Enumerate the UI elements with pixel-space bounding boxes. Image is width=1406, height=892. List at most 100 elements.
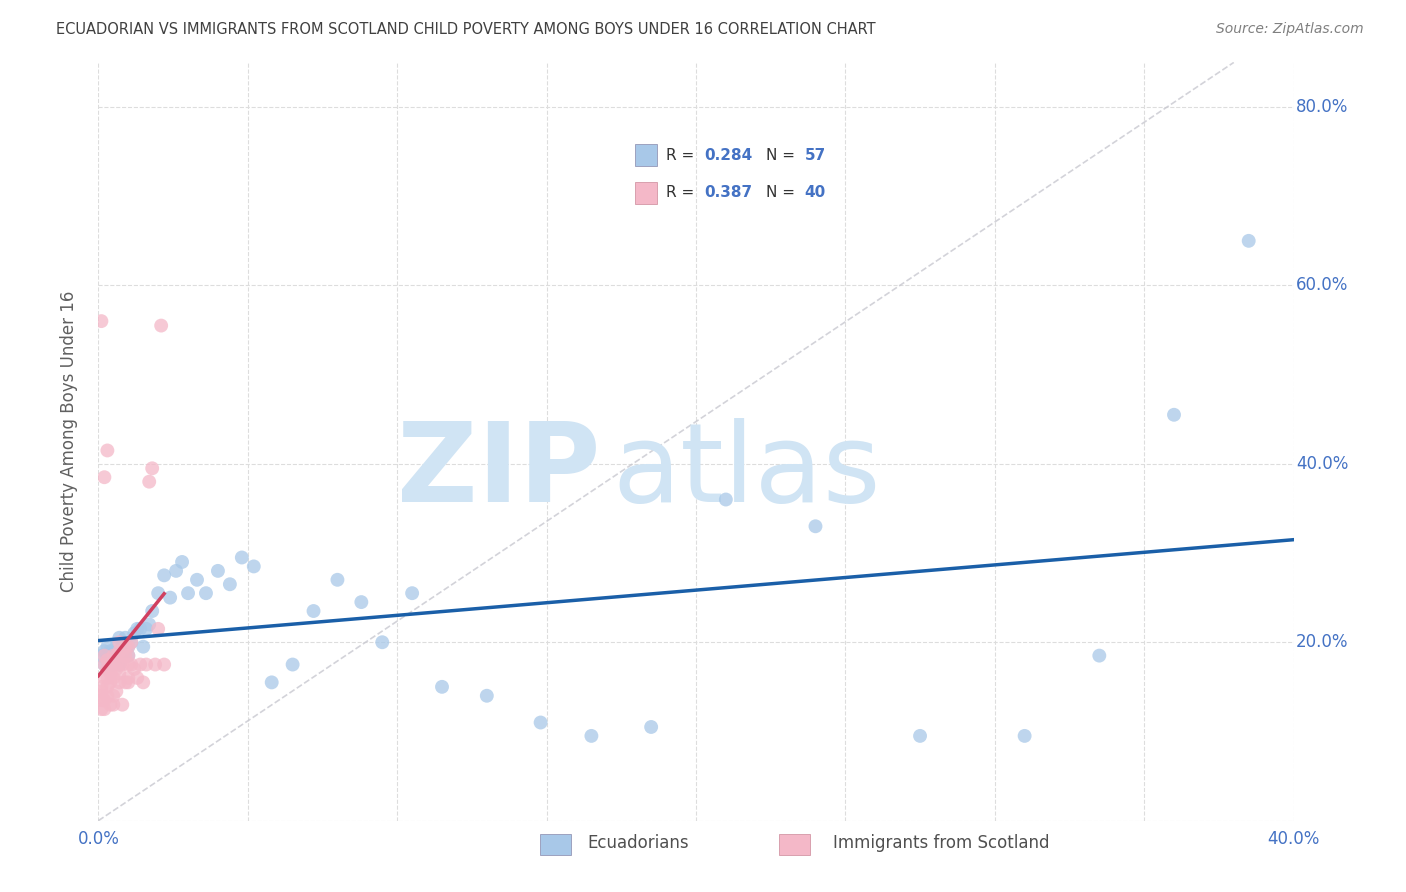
Point (186, 573, 208, 587)
Point (98, 675, 122, 690)
Text: 60.0%: 60.0% (1296, 277, 1348, 294)
Point (143, 657, 166, 672)
Point (103, 698, 125, 712)
Point (141, 604, 163, 618)
Bar (634, 144, 657, 166)
Point (93, 657, 115, 672)
Point (120, 657, 142, 672)
Point (129, 622, 152, 636)
Point (153, 657, 176, 672)
Point (90, 680, 112, 694)
Point (231, 550, 253, 565)
Point (105, 657, 128, 672)
Point (111, 640, 134, 654)
Point (117, 648, 139, 663)
Text: atlas: atlas (613, 418, 880, 525)
Point (530, 715, 553, 730)
Point (93, 657, 115, 672)
Point (138, 475, 160, 489)
Text: ZIP: ZIP (396, 418, 600, 525)
Bar (540, 833, 571, 855)
Point (96, 662, 118, 676)
Point (108, 631, 131, 645)
Point (103, 671, 125, 685)
Point (640, 720, 662, 734)
Point (108, 635, 131, 649)
Point (1163, 408, 1185, 422)
Point (111, 648, 134, 663)
Point (117, 675, 139, 690)
Point (111, 657, 134, 672)
Text: R =: R = (666, 186, 699, 201)
Point (108, 657, 131, 672)
Point (93, 693, 115, 707)
Point (114, 631, 136, 645)
Point (98, 657, 122, 672)
Point (195, 586, 218, 600)
Point (120, 635, 142, 649)
Point (108, 666, 131, 681)
Point (111, 698, 134, 712)
Point (124, 626, 146, 640)
Point (129, 657, 152, 672)
Point (96, 648, 118, 663)
Point (96, 653, 118, 667)
Point (98, 698, 122, 712)
Point (111, 648, 134, 663)
Point (117, 671, 139, 685)
Point (135, 657, 157, 672)
Point (117, 657, 139, 672)
Point (260, 675, 283, 690)
Text: R =: R = (666, 147, 699, 162)
Point (132, 675, 155, 690)
Point (138, 617, 160, 632)
Point (90, 648, 112, 663)
Text: 0.284: 0.284 (704, 147, 752, 162)
Point (132, 640, 155, 654)
Point (98, 644, 122, 658)
Text: 40.0%: 40.0% (1296, 455, 1348, 473)
Point (90, 314, 112, 328)
Point (90, 689, 112, 703)
Point (177, 586, 200, 600)
Point (350, 595, 373, 609)
Point (117, 640, 139, 654)
Point (117, 640, 139, 654)
Point (98, 666, 122, 681)
Point (90, 702, 112, 716)
Point (1088, 648, 1111, 663)
Text: 40: 40 (804, 186, 825, 201)
Point (105, 648, 128, 663)
Point (90, 693, 112, 707)
Point (98, 653, 122, 667)
Point (93, 671, 115, 685)
Point (120, 635, 142, 649)
Point (96, 640, 118, 654)
Point (90, 684, 112, 698)
Text: 57: 57 (804, 147, 825, 162)
Point (105, 684, 128, 698)
Point (108, 644, 131, 658)
Point (117, 648, 139, 663)
Point (804, 519, 827, 533)
Point (401, 586, 423, 600)
Point (243, 559, 266, 574)
Point (326, 573, 349, 587)
Point (93, 644, 115, 658)
Point (172, 555, 194, 569)
Point (96, 689, 118, 703)
Text: 0.387: 0.387 (704, 186, 752, 201)
Text: Ecuadorians: Ecuadorians (588, 834, 689, 852)
Point (105, 640, 128, 654)
Point (103, 657, 125, 672)
Point (108, 657, 131, 672)
Point (93, 702, 115, 716)
Point (371, 635, 394, 649)
Point (475, 689, 498, 703)
Point (114, 675, 136, 690)
Y-axis label: Child Poverty Among Boys Under 16: Child Poverty Among Boys Under 16 (59, 291, 77, 592)
Point (96, 680, 118, 694)
Point (103, 657, 125, 672)
Bar (634, 182, 657, 204)
Point (96, 671, 118, 685)
